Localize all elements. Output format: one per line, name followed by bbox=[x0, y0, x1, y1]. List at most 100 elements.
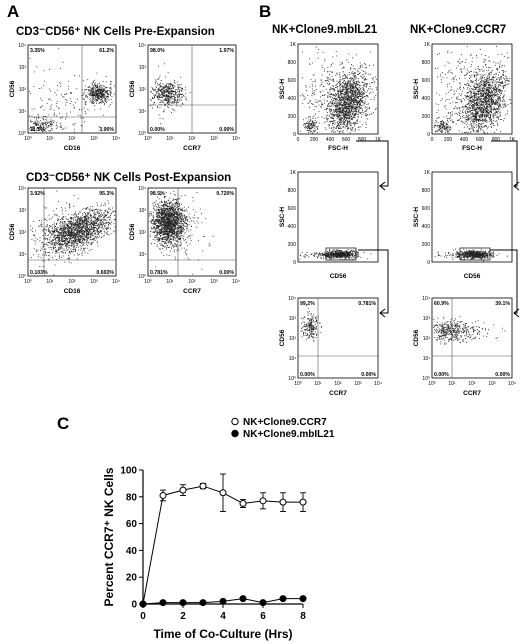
plot-frame bbox=[27, 187, 117, 277]
quadrant-ur-percent: 39.1% bbox=[495, 301, 510, 307]
event-dots bbox=[29, 47, 116, 133]
x-tick-label: 4 bbox=[220, 611, 226, 622]
y-axis-label: SSC-H bbox=[279, 207, 286, 228]
plot-frame bbox=[431, 43, 513, 135]
panel-label-c: C bbox=[57, 414, 70, 433]
x-tick-label: 10¹ bbox=[166, 136, 174, 142]
x-tick-label: 10¹ bbox=[46, 279, 54, 285]
y-tick-label: 800 bbox=[422, 60, 431, 66]
y-tick-label: 10² bbox=[289, 336, 297, 342]
data-point bbox=[179, 599, 187, 607]
gating-arrows bbox=[356, 140, 520, 318]
y-tick-label: 10⁴ bbox=[422, 296, 430, 302]
x-tick-label: 200 bbox=[310, 137, 319, 143]
x-tick-label: 10³ bbox=[90, 136, 98, 142]
panel-a-title-pre: CD3⁻CD56⁺ NK Cells Pre-Expansion bbox=[16, 26, 215, 38]
y-tick-label: 10⁰ bbox=[138, 274, 146, 280]
data-point bbox=[139, 600, 147, 608]
data-point bbox=[219, 489, 227, 497]
quadrant-ur-percent: 1.97% bbox=[219, 48, 234, 54]
x-tick-label: 10³ bbox=[354, 381, 362, 387]
x-tick-label: 10³ bbox=[488, 381, 496, 387]
y-tick-label: 0 bbox=[427, 260, 430, 266]
x-tick-label: 2 bbox=[180, 611, 186, 622]
x-tick-label: 10¹ bbox=[166, 279, 174, 285]
x-tick-label: 0 bbox=[297, 137, 300, 143]
x-tick-label: 10⁰ bbox=[144, 136, 152, 142]
data-point bbox=[239, 595, 247, 603]
plot-frame bbox=[431, 171, 513, 263]
plot-frame bbox=[297, 171, 379, 263]
gating-arrow-head bbox=[513, 181, 520, 191]
y-axis-label: CD56 bbox=[279, 329, 286, 346]
x-tick-label: 10² bbox=[468, 381, 476, 387]
x-tick-label: 1K bbox=[375, 137, 382, 143]
quadrant-lr-percent: 0.00% bbox=[361, 372, 376, 378]
x-tick-label: 600 bbox=[476, 137, 485, 143]
x-tick-label: 10⁰ bbox=[24, 279, 32, 285]
event-dots bbox=[434, 247, 508, 262]
y-axis-label: CD56 bbox=[9, 80, 16, 97]
x-tick-label: 10² bbox=[68, 136, 76, 142]
gating-arrow-line bbox=[490, 249, 518, 314]
x-tick-label: 10² bbox=[188, 136, 196, 142]
x-tick-label: 10³ bbox=[210, 279, 218, 285]
y-tick-label: 10⁰ bbox=[138, 131, 146, 137]
gate-plot-b-ccr7: 1K 800 600 400 200 0 CD56 SSC-H bbox=[413, 170, 513, 280]
plot-frame bbox=[27, 44, 117, 134]
y-tick-label: 600 bbox=[422, 206, 431, 212]
y-tick-label: 10² bbox=[139, 87, 147, 93]
x-axis-label: CCR7 bbox=[183, 145, 201, 152]
quadrant-ll-percent: 0.00% bbox=[300, 372, 315, 378]
y-tick-label: 1K bbox=[424, 170, 431, 176]
y-axis-title: Percent CCR7⁺ NK Cells bbox=[102, 467, 116, 606]
y-tick-label: 0 bbox=[293, 260, 296, 266]
y-tick-label: 10¹ bbox=[139, 109, 147, 115]
x-tick-label: 0 bbox=[431, 137, 434, 143]
y-tick-label: 10¹ bbox=[19, 252, 27, 258]
event-dots bbox=[300, 305, 322, 342]
gating-arrow-head bbox=[513, 308, 520, 318]
legend-marker bbox=[231, 417, 239, 426]
event-dots bbox=[299, 46, 377, 134]
gating-arrow-head bbox=[379, 308, 386, 318]
x-axis-label: FSC-H bbox=[328, 145, 348, 152]
data-point bbox=[179, 486, 187, 494]
quadrant-lr-percent: 3.90% bbox=[99, 127, 114, 133]
legend-label: NK+Clone9.CCR7 bbox=[243, 417, 327, 428]
y-tick-label: 60 bbox=[126, 519, 138, 530]
y-tick-label: 1K bbox=[290, 42, 297, 48]
x-tick-label: 200 bbox=[444, 137, 453, 143]
x-axis-label: CD16 bbox=[64, 288, 81, 295]
plot-frame bbox=[297, 297, 379, 379]
event-dots bbox=[433, 316, 506, 345]
y-tick-label: 10⁴ bbox=[288, 296, 296, 302]
event-dots bbox=[149, 190, 214, 275]
quadrant-ul-percent: 3.92% bbox=[30, 191, 45, 197]
panel-label-b: B bbox=[259, 2, 272, 21]
y-tick-label: 10³ bbox=[19, 65, 27, 71]
y-tick-label: 0 bbox=[293, 132, 296, 138]
quadrant-ul-percent: 98.0% bbox=[150, 48, 165, 54]
x-axis-label: CD16 bbox=[64, 145, 81, 152]
quadrant-ll-percent: 0.00% bbox=[434, 372, 449, 378]
panel-label-a: A bbox=[7, 2, 20, 21]
gating-arrow-line bbox=[356, 140, 389, 187]
panel-b-col1-heading: NK+Clone9.mbIL21 bbox=[272, 24, 378, 36]
event-dots bbox=[150, 63, 191, 125]
quadrant-ul-percent: 99.2% bbox=[300, 301, 315, 307]
x-tick-label: 10⁰ bbox=[144, 279, 152, 285]
y-tick-label: 10³ bbox=[289, 316, 297, 322]
y-tick-label: 600 bbox=[422, 78, 431, 84]
data-point bbox=[299, 498, 307, 506]
y-tick-label: 10³ bbox=[139, 65, 147, 71]
quadrant-ur-percent: 0.781% bbox=[358, 301, 376, 307]
x-tick-label: 10² bbox=[68, 279, 76, 285]
event-dots bbox=[433, 46, 512, 134]
y-tick-label: 100 bbox=[120, 466, 137, 477]
event-dots bbox=[30, 190, 116, 276]
